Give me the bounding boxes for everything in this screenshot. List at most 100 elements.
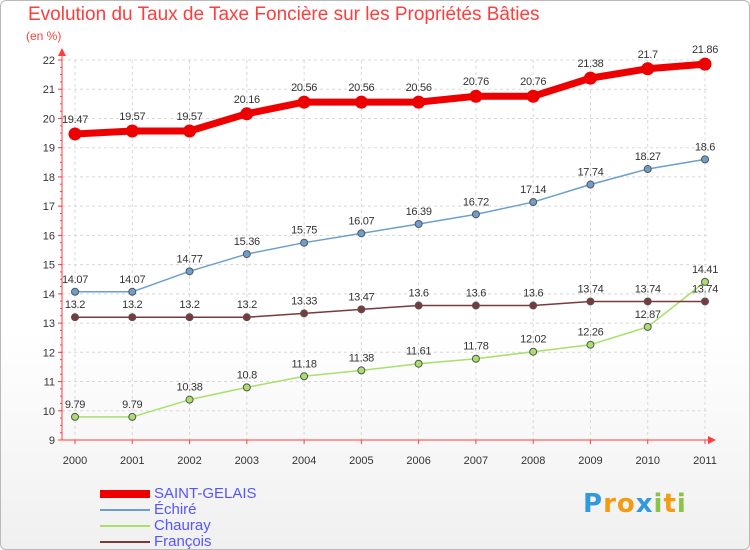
data-point	[125, 124, 139, 138]
data-point	[412, 95, 426, 109]
data-label: 14.77	[177, 253, 203, 265]
logo-letter: i	[653, 489, 664, 519]
x-tick-label: 2011	[693, 455, 717, 467]
data-point	[240, 107, 254, 121]
y-tick-label: 22	[43, 55, 55, 67]
data-label: 17.14	[520, 184, 546, 196]
chart-title: Evolution du Taux de Taxe Foncière sur l…	[28, 4, 540, 25]
grid-lines	[62, 59, 708, 441]
data-label: 12.87	[635, 309, 661, 321]
y-tick-label: 20	[43, 113, 55, 125]
data-point	[471, 210, 480, 219]
data-point	[529, 301, 538, 310]
data-point	[641, 62, 655, 76]
y-tick-label: 16	[43, 230, 55, 242]
legend-swatch	[100, 541, 150, 543]
x-tick-label: 2005	[349, 455, 373, 467]
legend-label: François	[154, 533, 212, 550]
data-point	[185, 395, 194, 404]
data-label: 20.76	[463, 76, 489, 88]
data-label: 15.36	[234, 236, 260, 248]
data-label: 15.75	[291, 225, 317, 237]
y-tick-label: 9	[49, 435, 55, 447]
data-label: 18.6	[695, 141, 715, 153]
data-label: 14.41	[692, 264, 718, 276]
y-tick-label: 11	[44, 377, 55, 389]
data-label: 13.2	[122, 299, 142, 311]
data-point	[586, 180, 595, 189]
y-tick-label: 17	[43, 201, 55, 213]
data-label: 21.7	[638, 49, 658, 61]
data-label: 13.2	[179, 299, 199, 311]
data-label: 20.56	[406, 82, 432, 94]
logo-letter: o	[616, 489, 636, 519]
data-point	[414, 219, 423, 228]
data-point	[643, 165, 652, 174]
data-label: 13.6	[409, 288, 429, 300]
data-point	[471, 301, 480, 310]
data-label: 12.26	[577, 327, 603, 339]
logo-letter: P	[583, 489, 604, 519]
data-point	[414, 301, 423, 310]
series-line	[75, 158, 706, 293]
x-tick-label: 2008	[521, 455, 545, 467]
data-label: 11.61	[406, 346, 431, 358]
data-label: 13.74	[635, 283, 661, 295]
data-labels: 14.07 14.07 14.77 15.36 15.75 16.07 16.39 16.72…	[62, 44, 719, 411]
data-label: 12.02	[520, 334, 546, 346]
data-point	[414, 359, 423, 368]
data-label: 20.76	[520, 76, 546, 88]
data-point	[357, 305, 366, 314]
data-label: 10.38	[177, 382, 203, 394]
data-label: 13.6	[523, 288, 543, 300]
data-label: 19.47	[62, 114, 88, 126]
data-label: 9.79	[122, 399, 142, 411]
data-point	[643, 322, 652, 331]
data-point	[529, 198, 538, 207]
data-point	[128, 287, 137, 296]
proxiti-logo: Proxiti	[583, 489, 687, 519]
data-point	[300, 238, 309, 247]
data-point	[297, 95, 311, 109]
legend-swatch	[100, 525, 150, 527]
data-label: 19.57	[119, 111, 145, 123]
data-label: 13.6	[466, 288, 486, 300]
x-tick-label: 2004	[292, 455, 316, 467]
data-point	[185, 313, 194, 322]
legend-swatch	[100, 509, 150, 511]
y-tick-label: 18	[43, 172, 55, 184]
y-tick-label: 10	[43, 406, 55, 418]
data-point	[471, 354, 480, 363]
series-line	[74, 60, 706, 138]
logo-letter: i	[676, 489, 687, 519]
logo-letter: x	[635, 489, 654, 519]
legend-label: Chauray	[154, 517, 211, 534]
data-label: 13.74	[692, 283, 718, 295]
data-point	[583, 71, 597, 85]
x-tick-label: 2000	[63, 455, 87, 467]
series-line	[75, 300, 705, 318]
data-point	[701, 277, 709, 286]
data-label: 13.2	[237, 299, 257, 311]
data-label: 13.33	[291, 295, 317, 307]
data-point	[354, 95, 368, 109]
data-point	[357, 229, 366, 238]
data-point	[128, 412, 137, 421]
data-point	[586, 297, 595, 306]
data-label: 20.16	[234, 94, 260, 106]
data-label: 14.07	[62, 274, 88, 286]
unit-label: (en %)	[26, 29, 62, 43]
data-point	[71, 287, 79, 296]
series-line	[75, 281, 706, 418]
data-label: 16.72	[463, 196, 489, 208]
data-point	[698, 57, 712, 71]
data-point	[242, 313, 251, 322]
legend-label: Échiré	[154, 501, 197, 518]
data-label: 20.56	[291, 82, 317, 94]
data-label: 21.38	[577, 58, 603, 70]
data-point	[300, 309, 309, 318]
data-label: 16.07	[348, 215, 374, 227]
data-point	[185, 267, 194, 276]
data-point	[300, 372, 309, 381]
